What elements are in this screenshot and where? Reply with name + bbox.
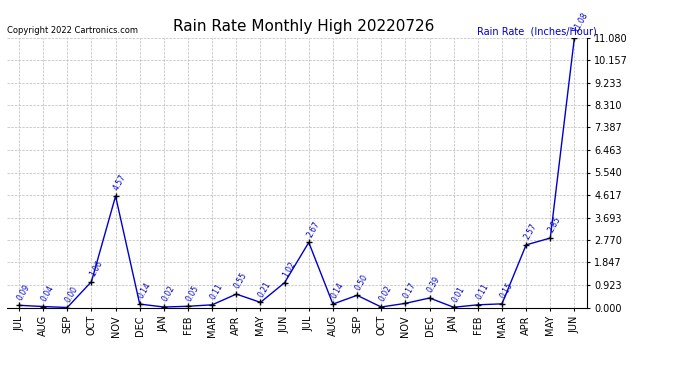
Text: 0.50: 0.50 xyxy=(353,273,370,292)
Text: 0.04: 0.04 xyxy=(39,284,56,303)
Text: 1.06: 1.06 xyxy=(88,259,104,278)
Text: 0.39: 0.39 xyxy=(426,275,442,294)
Text: 1.02: 1.02 xyxy=(281,260,297,279)
Text: 0.02: 0.02 xyxy=(377,284,394,303)
Text: 2.67: 2.67 xyxy=(305,220,322,239)
Text: 11.08: 11.08 xyxy=(571,11,589,34)
Text: 0.55: 0.55 xyxy=(233,271,249,291)
Text: 0.14: 0.14 xyxy=(136,281,152,300)
Text: Rain Rate  (Inches/Hour): Rain Rate (Inches/Hour) xyxy=(477,26,597,36)
Text: 0.14: 0.14 xyxy=(329,281,346,300)
Text: 2.85: 2.85 xyxy=(546,215,563,234)
Text: 0.11: 0.11 xyxy=(474,282,491,301)
Text: 0.15: 0.15 xyxy=(498,281,515,300)
Text: Copyright 2022 Cartronics.com: Copyright 2022 Cartronics.com xyxy=(7,26,138,35)
Text: 0.02: 0.02 xyxy=(160,284,177,303)
Text: 0.00: 0.00 xyxy=(63,285,80,304)
Text: 0.17: 0.17 xyxy=(402,280,418,300)
Text: 0.09: 0.09 xyxy=(15,282,32,302)
Text: 0.11: 0.11 xyxy=(208,282,225,301)
Text: 0.21: 0.21 xyxy=(257,280,273,299)
Text: 4.57: 4.57 xyxy=(112,173,128,192)
Text: Rain Rate Monthly High 20220726: Rain Rate Monthly High 20220726 xyxy=(173,19,434,34)
Text: 0.05: 0.05 xyxy=(184,284,201,303)
Text: 0.01: 0.01 xyxy=(450,285,466,304)
Text: 2.57: 2.57 xyxy=(522,222,539,241)
